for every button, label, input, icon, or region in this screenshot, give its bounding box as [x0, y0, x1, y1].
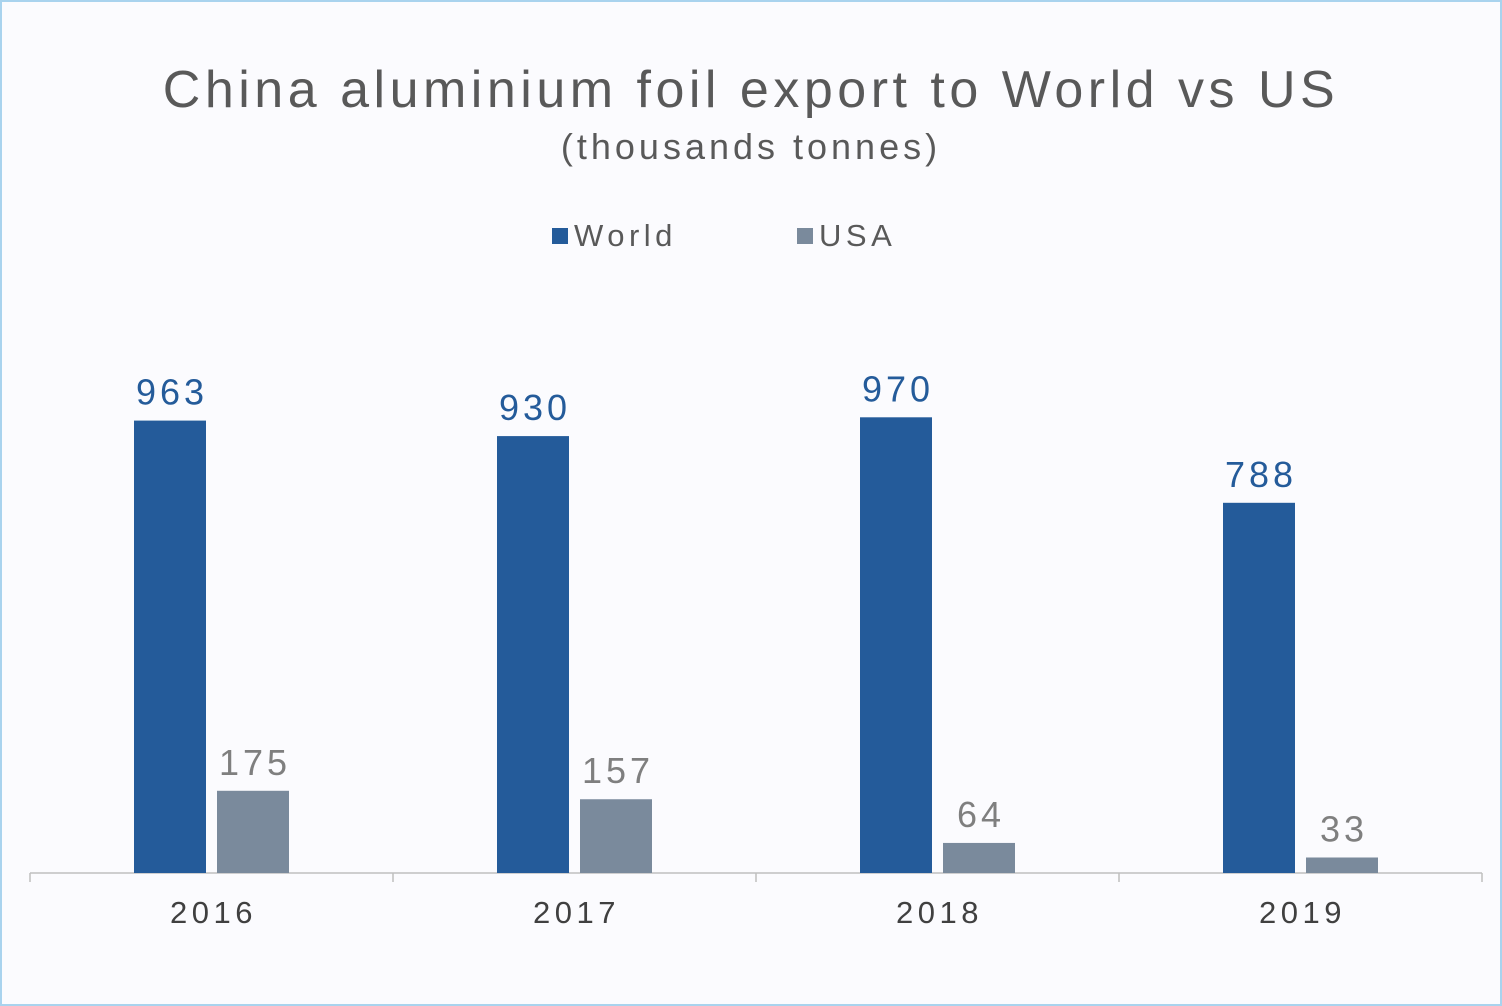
bar-usa-2019: [1306, 857, 1378, 873]
bar-world-2017: [497, 436, 569, 873]
data-label-world-2016: 963: [136, 372, 208, 413]
legend-label-usa: USA: [819, 218, 897, 253]
legend-swatch-world: [552, 228, 568, 244]
data-label-usa-2019: 33: [1320, 808, 1368, 849]
bar-usa-2016: [217, 790, 289, 873]
legend-item-usa: USA: [797, 216, 896, 256]
x-tick-label-2017: 2017: [533, 895, 620, 930]
bar-world-2016: [134, 420, 206, 873]
chart-subtitle: (thousands tonnes): [560, 126, 942, 167]
data-label-world-2019: 788: [1225, 454, 1297, 495]
legend-item-world: World: [552, 216, 677, 256]
chart-legend: World USA: [2, 216, 1500, 256]
bar-usa-2017: [580, 799, 652, 873]
data-label-world-2017: 930: [499, 387, 571, 428]
bar-usa-2018: [943, 842, 1015, 873]
legend-swatch-usa: [797, 228, 813, 244]
data-label-usa-2018: 64: [957, 794, 1005, 835]
legend-label-world: World: [574, 218, 677, 253]
chart-title: China aluminium foil export to World vs …: [162, 61, 1340, 119]
x-tick-label-2019: 2019: [1259, 895, 1346, 930]
bar-world-2019: [1223, 502, 1295, 873]
x-tick-label-2018: 2018: [896, 895, 983, 930]
bar-world-2018: [860, 417, 932, 873]
data-label-usa-2016: 175: [219, 742, 291, 783]
data-label-usa-2017: 157: [582, 750, 654, 791]
data-label-world-2018: 970: [862, 368, 934, 409]
x-tick-label-2016: 2016: [170, 895, 257, 930]
